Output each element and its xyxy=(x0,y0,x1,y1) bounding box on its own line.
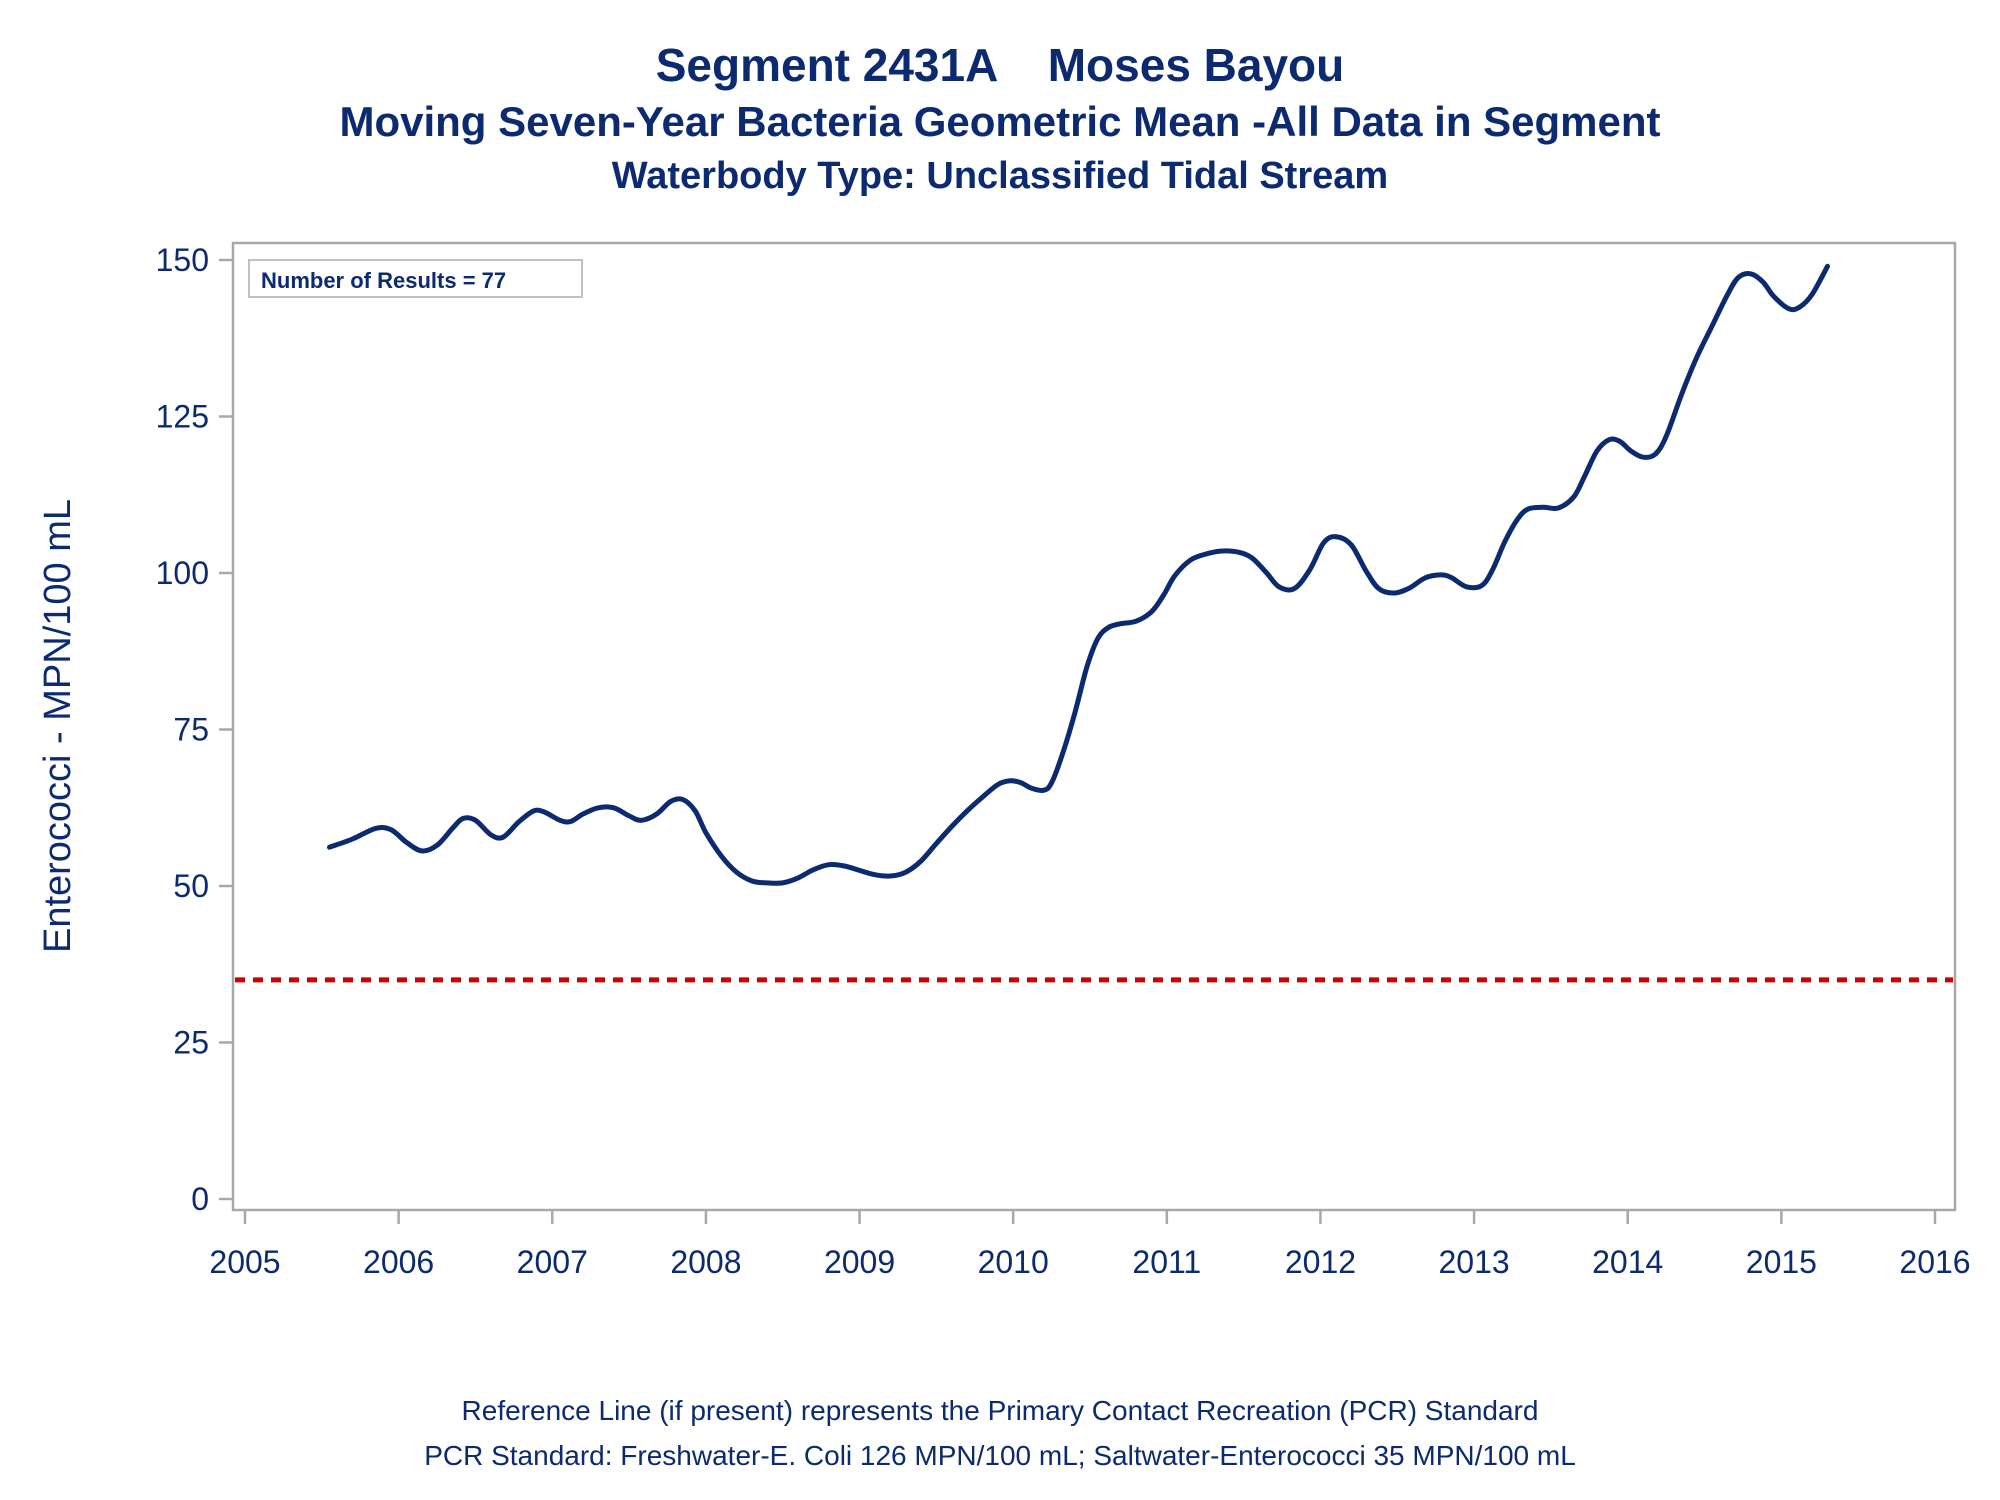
y-tick-label: 100 xyxy=(156,555,209,591)
y-axis-label: Enterococci - MPN/100 mL xyxy=(37,499,79,953)
y-tick-label: 150 xyxy=(156,242,209,278)
x-tick-label: 2011 xyxy=(1132,1244,1201,1280)
x-tick-label: 2006 xyxy=(363,1244,434,1280)
x-tick-label: 2005 xyxy=(209,1244,280,1280)
y-tick-label: 50 xyxy=(173,868,209,904)
y-axis: 0 25 50 75 100 125 150 xyxy=(156,242,233,1217)
chart-title: Segment 2431A Moses Bayou xyxy=(655,39,1345,91)
x-axis: 2005 2006 2007 2008 2009 2010 2011 2012 2013 2014… xyxy=(209,1210,1971,1280)
y-tick-label: 25 xyxy=(173,1025,209,1061)
x-tick-label: 2012 xyxy=(1285,1244,1356,1280)
results-count-label: Number of Results = 77 xyxy=(261,268,506,293)
x-tick-label: 2014 xyxy=(1592,1244,1663,1280)
x-tick-label: 2009 xyxy=(824,1244,895,1280)
y-tick-label: 75 xyxy=(173,712,209,748)
x-tick-label: 2013 xyxy=(1438,1244,1509,1280)
x-tick-label: 2010 xyxy=(978,1244,1049,1280)
chart-subtitle-waterbody: Waterbody Type: Unclassified Tidal Strea… xyxy=(611,155,1389,197)
x-tick-label: 2007 xyxy=(517,1244,588,1280)
chart-canvas: 0 25 50 75 100 125 150 2005 2006 2007 2008 2009 201… xyxy=(37,241,1971,1280)
x-tick-label: 2008 xyxy=(670,1244,741,1280)
series-line-geometric-mean xyxy=(327,263,1830,886)
footnote-reference-line: Reference Line (if present) represents t… xyxy=(461,1395,1539,1426)
x-tick-label: 2015 xyxy=(1746,1244,1817,1280)
plot-frame xyxy=(231,241,1957,1212)
y-tick-label: 0 xyxy=(191,1181,209,1217)
y-tick-label: 125 xyxy=(156,399,209,435)
x-tick-label: 2016 xyxy=(1899,1244,1970,1280)
chart-subtitle: Moving Seven-Year Bacteria Geometric Mea… xyxy=(339,98,1661,145)
footnote-pcr-standard: PCR Standard: Freshwater-E. Coli 126 MPN… xyxy=(424,1440,1576,1471)
chart-title-block: Segment 2431A Moses Bayou Moving Seven-Y… xyxy=(0,36,2000,202)
results-annotation: Number of Results = 77 xyxy=(248,259,583,298)
